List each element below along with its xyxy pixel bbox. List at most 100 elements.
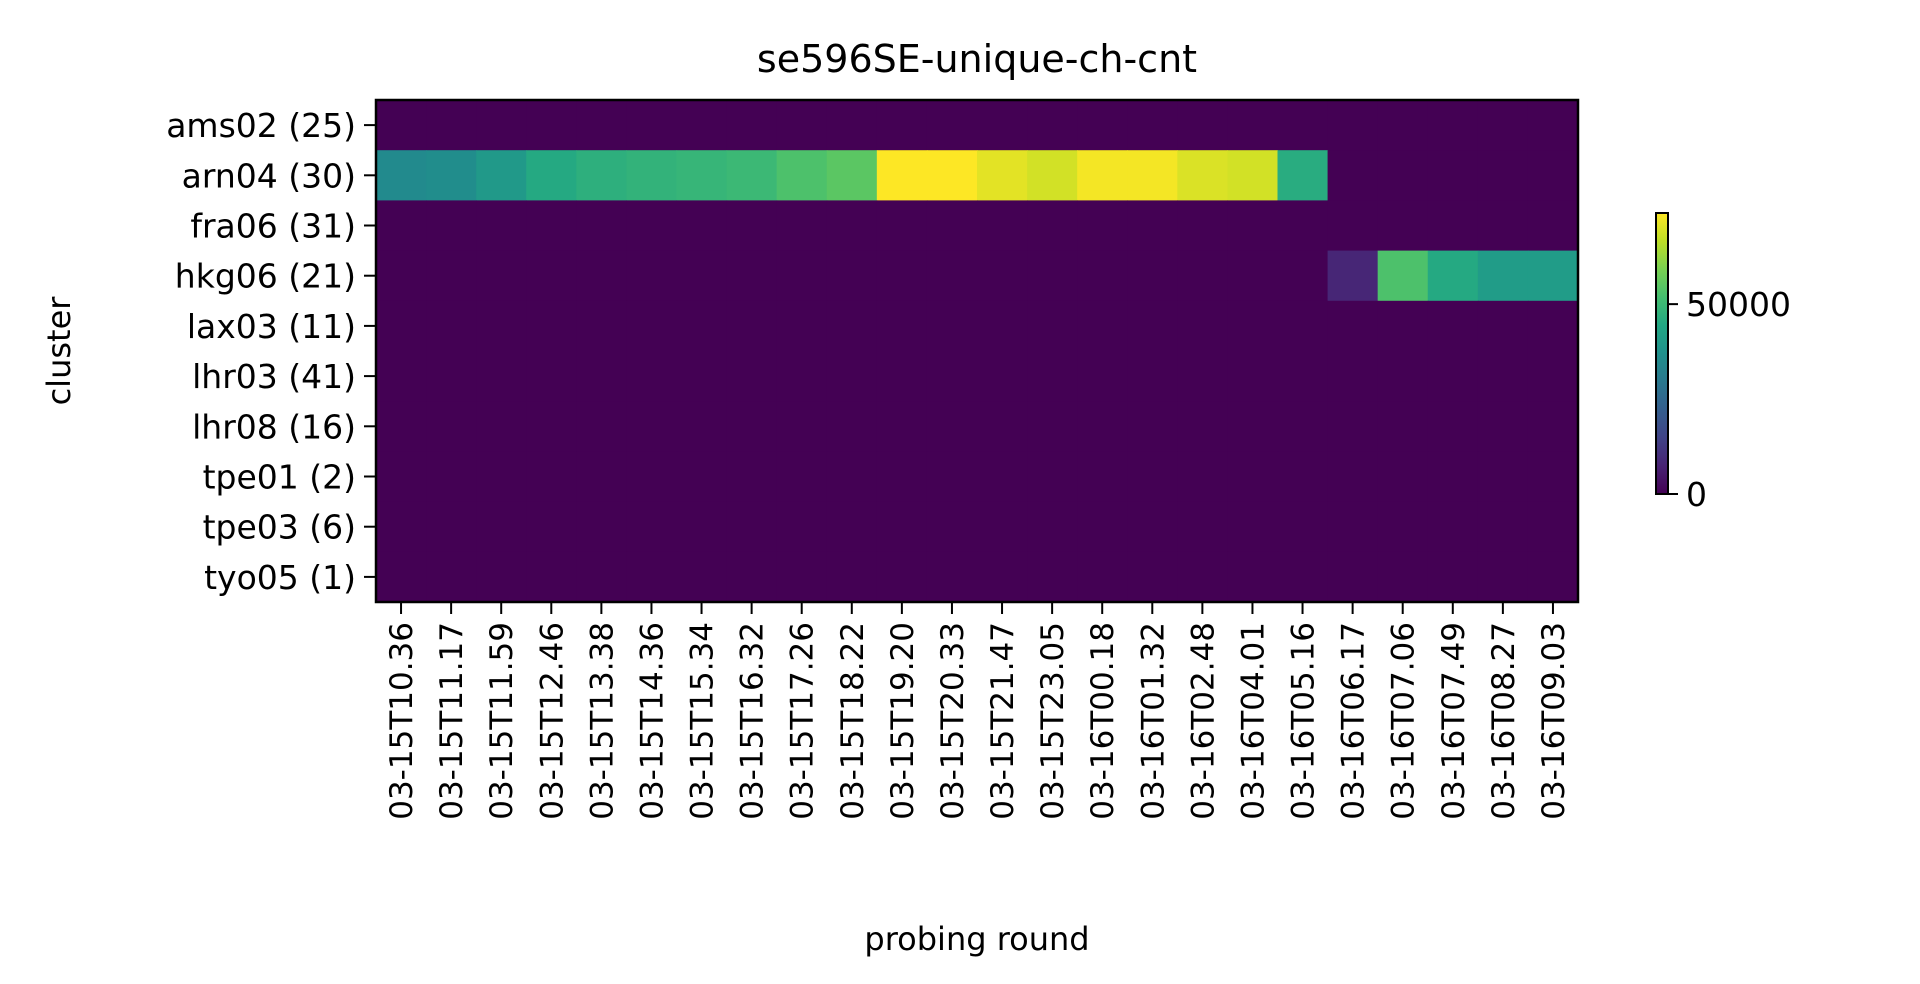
heatmap-cell [576, 100, 628, 151]
heatmap-cell [376, 551, 427, 603]
heatmap-cell [1127, 150, 1178, 201]
heatmap-cell [1027, 401, 1078, 452]
heatmap-cell [626, 551, 678, 603]
heatmap-cell [676, 300, 728, 352]
heatmap-cell [1027, 100, 1078, 151]
heatmap-cell [676, 501, 728, 553]
heatmap-cell [1177, 401, 1229, 452]
heatmap-cell [726, 401, 778, 452]
heatmap-cell [876, 401, 928, 452]
heatmap-cell [526, 100, 577, 151]
heatmap-cell [776, 501, 828, 553]
heatmap-cell [977, 300, 1028, 352]
heatmap-cell [476, 300, 527, 352]
heatmap-cell [1077, 250, 1128, 302]
heatmap-cell [1277, 401, 1329, 452]
heatmap-cell [426, 300, 477, 352]
heatmap-cell [626, 401, 678, 452]
heatmap-cell [1277, 501, 1329, 553]
heatmap-cell [526, 200, 577, 252]
y-tick-label: hkg06 (21) [175, 257, 356, 296]
heatmap-cell [926, 100, 978, 151]
heatmap-cell [1377, 501, 1429, 553]
heatmap-cell [576, 401, 628, 452]
heatmap-cell [626, 150, 678, 201]
heatmap-cell [1377, 150, 1429, 201]
heatmap-cell [926, 200, 978, 252]
heatmap-cell [676, 150, 728, 201]
heatmap-cell [376, 451, 427, 503]
x-tick-label: 03-15T12.46 [534, 622, 570, 820]
heatmap-cell [476, 351, 527, 402]
heatmap-cell [826, 100, 878, 151]
heatmap-cell [476, 200, 527, 252]
heatmap-cell [1227, 150, 1279, 201]
heatmap-cell [576, 250, 628, 302]
x-tick-label: 03-16T07.06 [1386, 622, 1422, 820]
heatmap-cell [1027, 200, 1078, 252]
heatmap-cell [1427, 100, 1479, 151]
heatmap-cell [1227, 250, 1279, 302]
heatmap-cell [1277, 551, 1329, 603]
heatmap-cell [1427, 150, 1479, 201]
heatmap-cell [977, 250, 1028, 302]
heatmap-cell [576, 150, 628, 201]
heatmap-cell [1477, 150, 1529, 201]
heatmap-cell [1277, 451, 1329, 503]
heatmap-cell [977, 150, 1028, 201]
x-tick-label: 03-16T04.01 [1235, 622, 1271, 820]
heatmap-cell [1177, 200, 1229, 252]
heatmap-cell [1377, 300, 1429, 352]
heatmap-cell [776, 100, 828, 151]
heatmap-cell [1277, 150, 1329, 201]
heatmap-cell [426, 551, 477, 603]
heatmap-cell [1377, 551, 1429, 603]
y-tick-label: tpe03 (6) [203, 508, 356, 547]
x-tick-label: 03-15T19.20 [885, 622, 921, 820]
x-tick-label: 03-15T15.34 [685, 622, 721, 820]
heatmap-cell [926, 451, 978, 503]
heatmap-cell [576, 501, 628, 553]
heatmap-cell [426, 200, 477, 252]
heatmap-cell [1077, 150, 1128, 201]
heatmap-cell [1277, 250, 1329, 302]
x-tick-label: 03-16T09.03 [1536, 622, 1572, 820]
heatmap-cell [876, 501, 928, 553]
heatmap-cell [1027, 250, 1078, 302]
heatmap-cell [526, 401, 577, 452]
heatmap-cell [1127, 451, 1178, 503]
y-tick-label: tyo05 (1) [204, 558, 356, 597]
heatmap-cell [626, 300, 678, 352]
heatmap-cell [1377, 451, 1429, 503]
heatmap-cell [826, 501, 878, 553]
heatmap-cell [1327, 150, 1379, 201]
heatmap-cell [1377, 100, 1429, 151]
heatmap-cell [826, 351, 878, 402]
heatmap-cell [977, 451, 1028, 503]
heatmap-cell [1027, 300, 1078, 352]
heatmap-cell [876, 200, 928, 252]
heatmap-cell [726, 501, 778, 553]
heatmap-cell [776, 200, 828, 252]
heatmap-cell [1177, 351, 1229, 402]
heatmap-cell [726, 300, 778, 352]
x-axis-ticks: 03-15T10.36 03-15T11.17 03-15T11.59 03-15T1… [384, 602, 1572, 820]
heatmap-cell [1327, 451, 1379, 503]
heatmap-cell [1427, 250, 1479, 302]
x-tick-label: 03-15T11.59 [484, 622, 520, 820]
x-tick-label: 03-15T18.22 [835, 622, 871, 820]
heatmap-cell [476, 150, 527, 201]
heatmap-cell [1527, 250, 1579, 302]
heatmap-cell [1477, 501, 1529, 553]
heatmap-cell [626, 100, 678, 151]
heatmap-cell [576, 351, 628, 402]
heatmap-cell [1527, 501, 1579, 553]
heatmap-cell [1477, 351, 1529, 402]
heatmap-cell [1177, 100, 1229, 151]
heatmap-cell [926, 351, 978, 402]
x-tick-label: 03-15T23.05 [1035, 622, 1071, 820]
heatmap-cell [977, 401, 1028, 452]
heatmap-cell [676, 451, 728, 503]
heatmap-cell [476, 401, 527, 452]
heatmap-cell [1327, 100, 1379, 151]
